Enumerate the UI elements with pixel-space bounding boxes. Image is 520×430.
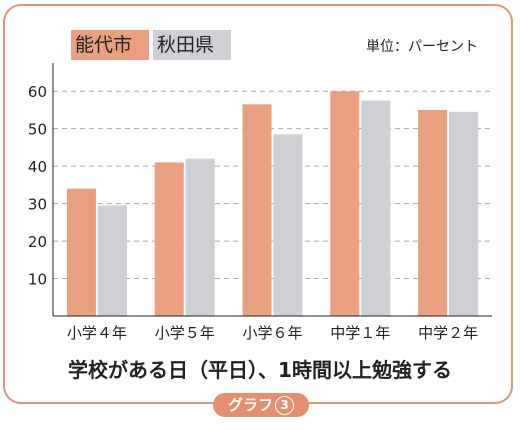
x-tick-label-2: 小学６年 [242,324,302,342]
graph-badge-label: グラフ [227,396,273,414]
bar-noshiro-4 [418,109,448,316]
bar-noshiro-1 [154,162,184,316]
legend-item-akita: 秋田県 [153,30,231,60]
legend-item-noshiro: 能代市 [71,30,149,60]
bar-akita-3 [361,100,391,316]
bar-noshiro-2 [242,104,272,317]
chart-title: 学校がある日（平日）、1時間以上勉強する [68,358,452,382]
x-tick-label-1: 小学５年 [155,324,215,342]
graph-badge: グラフ 3 [213,393,309,417]
bar-akita-2 [273,134,303,316]
y-tick-label-10: 10 [28,271,47,289]
x-tick-label-4: 中学２年 [418,324,478,342]
y-tick-label-60: 60 [28,83,47,101]
bar-akita-4 [449,111,479,316]
y-tick-label-20: 20 [28,233,47,251]
bar-akita-0 [97,205,127,316]
bar-noshiro-3 [330,91,360,316]
y-tick-label-50: 50 [28,121,47,139]
y-tick-label-40: 40 [28,158,47,176]
bar-akita-1 [185,158,215,316]
x-tick-label-0: 小学４年 [67,324,127,342]
bar-noshiro-0 [66,188,96,316]
graph-badge-number: 3 [275,396,294,415]
y-tick-label-30: 30 [28,196,47,214]
unit-label: 単位：パーセント [366,39,478,55]
x-tick-label-3: 中学１年 [330,324,390,342]
